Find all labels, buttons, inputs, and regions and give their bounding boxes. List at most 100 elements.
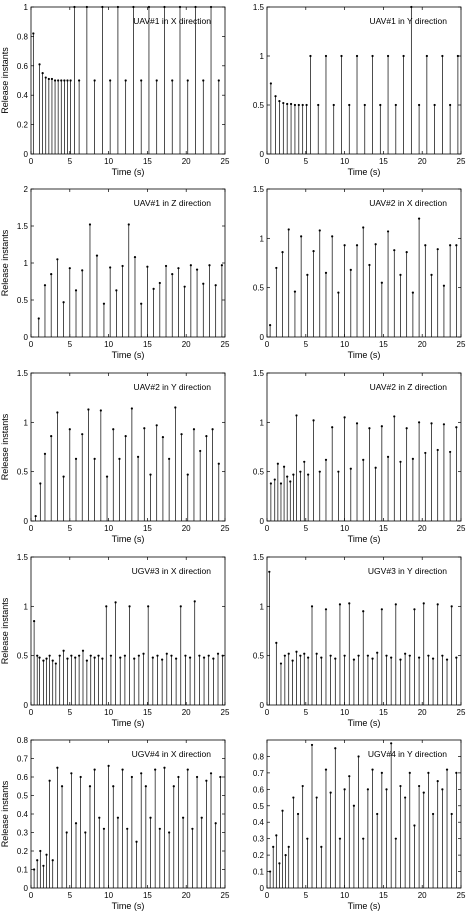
y-tick-label: 1.5 [253,553,265,562]
stem-marker [62,301,65,304]
stem-marker [34,514,37,518]
x-tick-label: 0 [265,340,270,349]
stem-marker [324,54,328,58]
x-tick-label: 0 [265,708,270,717]
stem-marker [123,654,126,657]
stem-marker [42,659,45,662]
stem-marker [284,854,287,857]
stem-marker [371,657,374,660]
stem-marker [442,284,446,287]
stem-marker [68,267,71,270]
stem-marker [380,608,383,611]
stem-marker [450,605,453,608]
stem-marker [114,601,117,604]
stem-marker [74,656,77,659]
y-tick-label: 0.4 [17,810,29,819]
stem-marker [87,408,90,411]
stem-marker [188,656,192,659]
stem-marker [310,605,314,608]
stem-marker [44,76,47,79]
stem-marker [69,79,72,82]
stem-marker [116,816,120,819]
stem-marker [417,784,421,788]
stem-marker [107,764,110,768]
stem-marker [408,654,411,657]
stem-marker [274,95,277,98]
stem-marker [362,458,365,461]
stem-marker [155,79,158,82]
stem-marker [193,600,196,603]
stem-marker [142,652,145,655]
stem-marker [355,54,359,58]
y-tick-label: 0 [24,517,29,526]
y-tick-label: 0.5 [253,652,265,661]
x-tick-label: 15 [143,524,152,533]
stem-marker [287,228,290,231]
stem-marker [217,462,220,465]
stem-marker [305,103,308,107]
plot-frame [30,556,226,706]
stem-marker [132,5,135,9]
stem-marker [371,54,374,58]
x-tick-label: 25 [457,708,466,717]
stem-marker [50,435,53,438]
stem-marker [424,244,427,247]
stem-marker [98,816,101,819]
stem-marker [349,268,352,272]
stem-marker [216,652,220,655]
subplot-3: 0 5 10 15 20 25 0 0.5 1 1.5 2 Time (s) Release insta… [0,185,230,360]
stem-marker [379,103,382,107]
stem-marker [456,54,459,58]
stem-marker [430,422,433,425]
stem-marker [105,475,109,478]
stem-marker [455,244,458,247]
stem-marker [273,478,276,481]
stem-marker [349,467,352,470]
stem-marker [393,415,396,418]
stem-marker [133,657,136,660]
stem-marker [74,822,78,825]
plot-title: UGV#4 in Y direction [368,749,447,759]
stem-marker [295,650,298,653]
stem-marker [112,785,115,788]
stem-marker [137,654,140,657]
x-tick-label: 10 [104,524,113,533]
plot-frame [266,739,462,889]
stem-marker [272,845,275,848]
subplot-10: 0 5 10 15 20 25 0 0.1 0.2 0.3 0.4 0.5 0.6 0.7 0.8 Time … [253,739,466,911]
stem-marker [33,620,36,623]
x-tick-label: 10 [340,891,349,900]
stem-marker [433,103,436,107]
stem-marker [101,5,104,9]
stem-marker [101,657,104,660]
stem-marker [394,603,397,606]
x-tick-label: 25 [221,708,230,717]
stem-marker [136,455,140,458]
stem-marker [74,457,78,460]
stem-marker [286,102,289,106]
stem-marker [390,656,393,659]
y-tick-label: 0 [24,150,29,159]
stem-marker [93,79,96,82]
stem-marker [195,775,199,779]
y-tick-label: 0 [24,884,29,893]
x-tick-label: 5 [68,524,73,533]
plot-frame [266,188,462,338]
plot-frame [30,188,226,338]
stem-marker [324,271,328,274]
stem-marker [380,425,383,428]
x-tick-label: 0 [265,524,270,533]
x-tick-label: 20 [182,340,191,349]
y-tick-label: 0.8 [253,752,265,761]
stem-marker [189,264,192,267]
stem-marker [32,32,35,35]
stem-marker [422,602,425,605]
stem-marker [282,101,285,105]
stem-marker [455,426,458,429]
stem-marker [436,448,439,452]
x-tick-label: 5 [304,524,309,533]
stem-marker [449,103,452,107]
stem-marker [42,864,45,867]
y-axis-label: Release instants [0,229,10,296]
y-axis-label: Release instants [0,413,10,480]
